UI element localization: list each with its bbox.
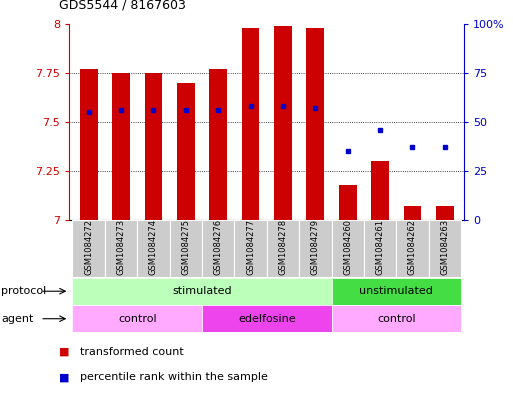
Text: ■: ■ [59, 347, 69, 357]
Bar [145, 73, 162, 220]
Bar [72, 220, 105, 277]
Bar [209, 69, 227, 220]
Text: edelfosine: edelfosine [238, 314, 295, 324]
Bar [72, 278, 331, 305]
Text: GSM1084262: GSM1084262 [408, 219, 417, 275]
Bar [331, 305, 461, 332]
Bar [331, 220, 364, 277]
Text: GSM1084275: GSM1084275 [181, 219, 190, 275]
Text: GSM1084274: GSM1084274 [149, 219, 158, 275]
Bar [299, 220, 331, 277]
Bar [274, 26, 292, 220]
Text: percentile rank within the sample: percentile rank within the sample [80, 372, 267, 382]
Bar [177, 83, 195, 220]
Text: protocol: protocol [1, 286, 46, 296]
Text: agent: agent [1, 314, 33, 324]
Bar [267, 220, 299, 277]
Text: GSM1084278: GSM1084278 [279, 219, 287, 275]
Bar [404, 206, 421, 220]
Text: ■: ■ [59, 372, 69, 382]
Text: unstimulated: unstimulated [359, 286, 433, 296]
Bar [436, 206, 453, 220]
Text: transformed count: transformed count [80, 347, 183, 357]
Bar [429, 220, 461, 277]
Text: GSM1084260: GSM1084260 [343, 219, 352, 275]
Bar [339, 185, 357, 220]
Text: GSM1084277: GSM1084277 [246, 219, 255, 275]
Bar [202, 220, 234, 277]
Bar [202, 305, 331, 332]
Bar [242, 28, 260, 220]
Bar [306, 28, 324, 220]
Bar [80, 69, 97, 220]
Bar [137, 220, 170, 277]
Text: GSM1084279: GSM1084279 [311, 219, 320, 275]
Text: stimulated: stimulated [172, 286, 232, 296]
Text: GSM1084263: GSM1084263 [440, 219, 449, 275]
Bar [364, 220, 396, 277]
Text: control: control [377, 314, 416, 324]
Text: GDS5544 / 8167603: GDS5544 / 8167603 [59, 0, 186, 12]
Bar [105, 220, 137, 277]
Text: control: control [118, 314, 156, 324]
Text: GSM1084276: GSM1084276 [214, 219, 223, 275]
Bar [72, 305, 202, 332]
Text: GSM1084261: GSM1084261 [376, 219, 385, 275]
Text: GSM1084272: GSM1084272 [84, 219, 93, 275]
Bar [170, 220, 202, 277]
Text: GSM1084273: GSM1084273 [116, 219, 126, 275]
Bar [112, 73, 130, 220]
Bar [371, 161, 389, 220]
Bar [331, 278, 461, 305]
Bar [234, 220, 267, 277]
Bar [396, 220, 429, 277]
